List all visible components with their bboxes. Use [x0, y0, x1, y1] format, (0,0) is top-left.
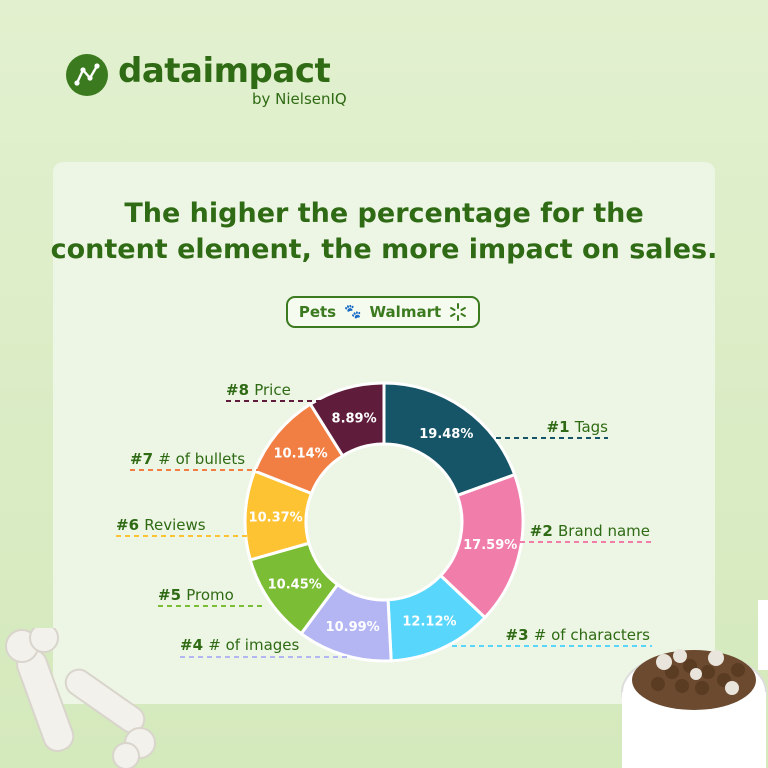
- slice-category-label: Tags: [574, 418, 608, 436]
- slice-value-label-6: 10.37%: [249, 511, 303, 526]
- slice-category-label: # of images: [208, 636, 299, 654]
- slice-category-label: # of bullets: [158, 450, 245, 468]
- filter-category: Pets: [298, 303, 337, 321]
- pet-food-bowl-image: [621, 600, 768, 768]
- slice-rank: #2: [530, 522, 558, 540]
- slice-rank: #3: [506, 626, 534, 644]
- slice-category-label: Reviews: [144, 516, 206, 534]
- slice-legend-label-4: #4 # of images: [180, 636, 300, 654]
- slice-category-label: Promo: [186, 586, 234, 604]
- slice-legend-label-6: #6 Reviews: [116, 516, 206, 534]
- slice-legend-label-3: #3 # of characters: [506, 626, 651, 644]
- chart-headline: The higher the percentage for the conten…: [0, 196, 768, 268]
- headline-line-2: content element, the more impact on sale…: [50, 234, 718, 265]
- slice-category-label: # of characters: [534, 626, 650, 644]
- slice-legend-label-1: #1 Tags: [547, 418, 609, 436]
- brand-logo: dataimpact by NielsenIQ: [66, 50, 366, 110]
- slice-rank: #6: [116, 516, 144, 534]
- paw-icon: 🐾: [344, 304, 362, 320]
- slice-value-label-7: 10.14%: [274, 447, 328, 462]
- slice-rank: #4: [180, 636, 208, 654]
- slice-category-label: Price: [254, 381, 291, 399]
- filter-retailer: Walmart: [369, 303, 442, 321]
- slice-value-label-2: 17.59%: [463, 538, 517, 553]
- slice-value-label-5: 10.45%: [268, 578, 322, 593]
- slice-rank: #8: [226, 381, 254, 399]
- slice-legend-label-5: #5 Promo: [158, 586, 234, 604]
- slice-rank: #7: [130, 450, 158, 468]
- walmart-spark-icon: [449, 303, 467, 321]
- headline-line-1: The higher the percentage for the: [124, 198, 644, 229]
- filter-pill: Pets 🐾 Walmart: [286, 296, 480, 328]
- brand-subtitle: by NielsenIQ: [252, 90, 347, 108]
- slice-value-label-4: 10.99%: [326, 620, 380, 635]
- slice-legend-label-8: #8 Price: [226, 381, 291, 399]
- slice-legend-label-2: #2 Brand name: [530, 522, 650, 540]
- slice-rank: #1: [547, 418, 575, 436]
- slice-legend-label-7: #7 # of bullets: [130, 450, 245, 468]
- donut-slice-1: [382, 381, 517, 498]
- slice-value-label-1: 19.48%: [419, 427, 473, 442]
- slice-value-label-8: 8.89%: [332, 412, 377, 427]
- slice-rank: #5: [158, 586, 186, 604]
- brand-name: dataimpact: [118, 51, 331, 91]
- slice-category-label: Brand name: [558, 522, 650, 540]
- trend-line-icon: [66, 54, 108, 96]
- dog-bone-image: [5, 628, 156, 768]
- slice-value-label-3: 12.12%: [402, 615, 456, 630]
